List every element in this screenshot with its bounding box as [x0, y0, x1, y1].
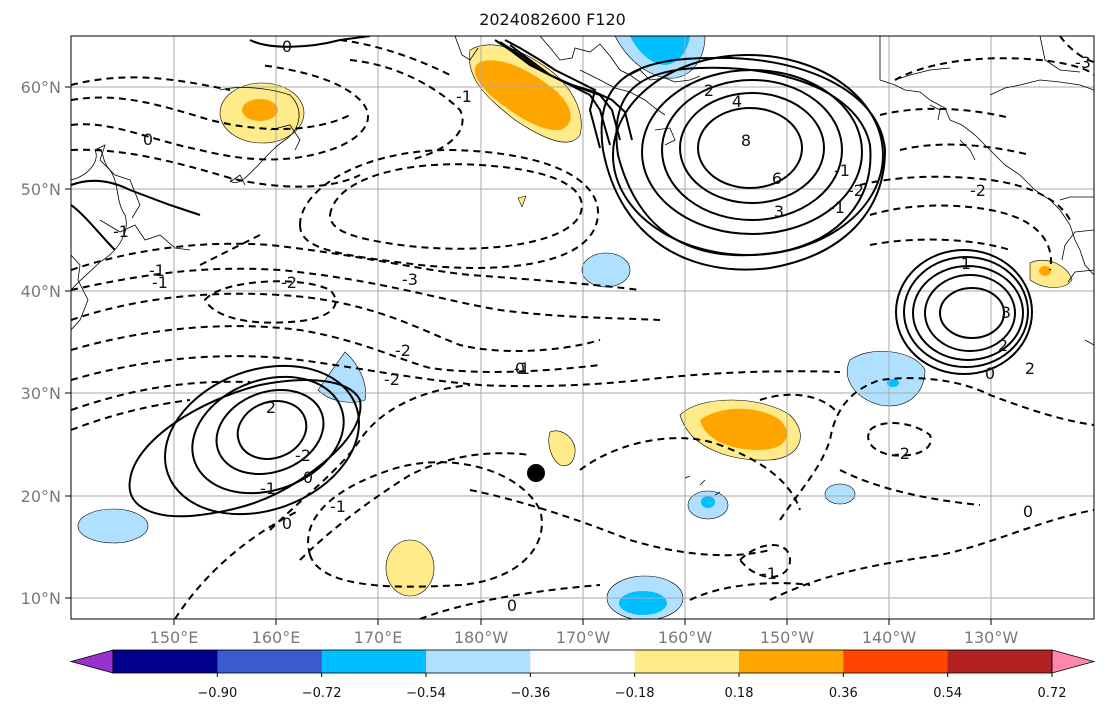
colorbar-segment: [843, 650, 949, 673]
contour-label: 3: [774, 202, 784, 221]
lat-tick-label: 40°N: [21, 282, 61, 301]
contour-label: -2: [894, 444, 910, 463]
gridlines: [71, 36, 1094, 619]
contour-label: 6: [772, 169, 782, 188]
colorbar-segment: [113, 650, 218, 673]
colorbar-extend-low: [69, 649, 114, 674]
contour-label: 0: [282, 514, 292, 533]
colorbar-label: 0.54: [933, 686, 962, 701]
contours: [71, 36, 1094, 619]
lon-tick-label: 160°W: [658, 628, 713, 647]
contour-label: -2: [848, 181, 864, 200]
contour-label: 1: [961, 254, 971, 273]
solid-contours-west-high: [71, 36, 371, 518]
contour-label: -1: [761, 564, 777, 583]
lat-tick-label: 20°N: [21, 487, 61, 506]
colorbar-segment: [634, 650, 740, 673]
colorbar-segment: [530, 650, 636, 673]
contour-label: -1: [514, 359, 530, 378]
contour-label: 0: [507, 596, 517, 615]
contour-label: 0: [985, 364, 995, 383]
contour-label: -1: [330, 497, 346, 516]
colorbar-segment: [739, 650, 844, 673]
contour-label: 3: [1001, 303, 1011, 322]
dashed-contours: [71, 36, 1094, 619]
lon-tick-label: 160°E: [252, 628, 301, 647]
lon-tick-label: 130°W: [964, 628, 1019, 647]
contour-label: -1: [260, 479, 276, 498]
contour-label: 2: [1025, 359, 1035, 378]
contour-label: 0: [143, 130, 153, 149]
contour-label: -1: [152, 273, 168, 292]
contour-label: -1: [149, 261, 165, 280]
lat-tick-label: 10°N: [21, 589, 61, 608]
typhoon-center-marker: [527, 464, 545, 482]
colorbar-extend-high: [1051, 649, 1096, 674]
colorbar-label: −0.18: [615, 686, 655, 701]
colorbar-segment: [321, 650, 427, 673]
colorbar-segment: [947, 650, 1053, 673]
contour-label: -3: [1075, 53, 1091, 72]
lon-tick-label: 170°E: [354, 628, 403, 647]
colorbar-label: 0.18: [725, 686, 754, 701]
contour-label: -2: [970, 181, 986, 200]
contour-label: -1: [113, 222, 129, 241]
lon-tick-label: 150°W: [760, 628, 815, 647]
lon-tick-label: 150°E: [150, 628, 199, 647]
contour-label: 0: [282, 37, 292, 56]
colorbar-label: −0.72: [302, 686, 342, 701]
colorbar-segment: [217, 650, 323, 673]
negative-anomaly-alaska: [614, 36, 706, 79]
lon-tick-label: 170°W: [556, 628, 611, 647]
positive-anomaly-small: [385, 195, 1073, 597]
contour-label: 0: [1023, 502, 1033, 521]
lat-tick-label: 30°N: [21, 384, 61, 403]
solid-contours-east-high: [895, 249, 1033, 375]
contour-label: 0: [303, 468, 313, 487]
shaded-anomalies: [77, 36, 1073, 619]
solid-contours-alaska-high: [494, 39, 887, 271]
contour-label: -2: [384, 370, 400, 389]
latitude-tick-labels: 60°N 50°N 40°N 30°N 20°N 10°N: [21, 78, 71, 608]
longitude-tick-labels: 150°E 160°E 170°E 180°W 170°W 160°W 150°W 140°W…: [150, 619, 1019, 647]
contour-label: 8: [741, 131, 751, 150]
lat-tick-label: 50°N: [21, 180, 61, 199]
contour-label: 4: [732, 92, 742, 111]
contour-label: -1: [829, 198, 845, 217]
colorbar-frame: [112, 649, 1053, 674]
contour-label: -2: [295, 446, 311, 465]
contour-label: -2: [395, 341, 411, 360]
contour-label: -1: [834, 161, 850, 180]
coastlines: [71, 36, 1094, 496]
lat-tick-label: 60°N: [21, 78, 61, 97]
colorbar-label: 0.72: [1038, 686, 1067, 701]
colorbar: −0.90 −0.72 −0.54 −0.36 −0.18 0.18 0.36 0.54 0.7…: [69, 649, 1096, 701]
contour-label: -2: [281, 273, 297, 292]
contour-label: -1: [456, 87, 472, 106]
contour-label: 2: [266, 398, 276, 417]
contour-label: 2: [704, 81, 714, 100]
colorbar-label: −0.90: [197, 686, 237, 701]
contour-labels: 00-1 -2 -3-2-2-10-10-12-20-100-1-286342-1-…: [113, 37, 1091, 615]
colorbar-label: −0.36: [510, 686, 550, 701]
colorbar-label: −0.54: [406, 686, 446, 701]
colorbar-segment: [426, 650, 531, 673]
contour-label: 0: [515, 359, 525, 378]
contour-label: 2: [998, 336, 1008, 355]
contour-label: -3: [402, 270, 418, 289]
positive-anomaly-nw-asia: [219, 82, 305, 144]
chart-title: 2024082600 F120: [479, 10, 626, 29]
colorbar-label: 0.36: [829, 686, 858, 701]
lon-tick-label: 140°W: [862, 628, 917, 647]
lon-tick-label: 180°W: [454, 628, 509, 647]
